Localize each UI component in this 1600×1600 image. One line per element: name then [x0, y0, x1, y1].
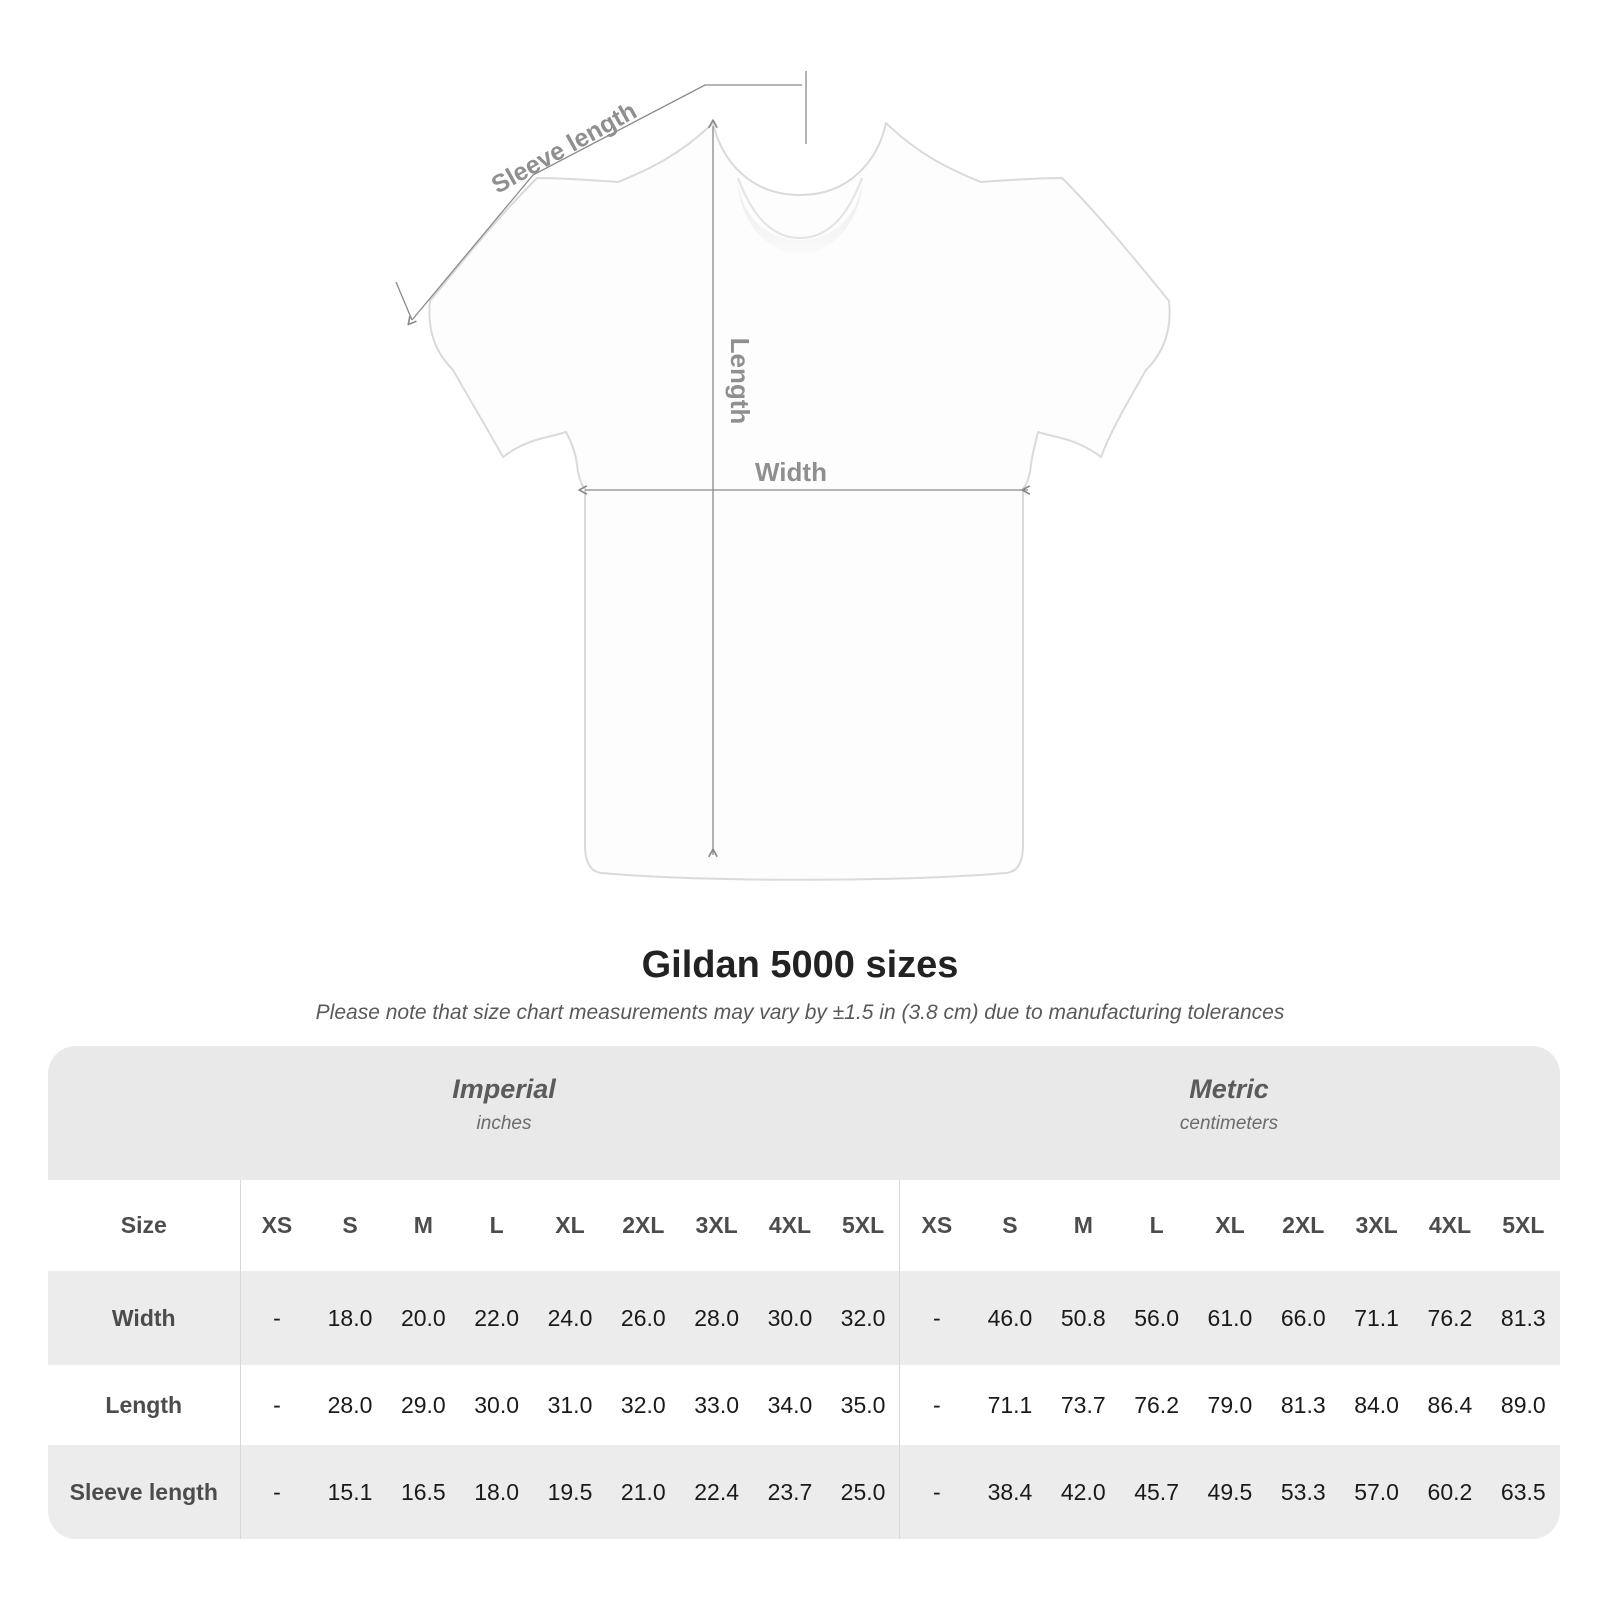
svg-text:Length: Length — [725, 338, 755, 425]
svg-text:Sleeve length: Sleeve length — [487, 97, 642, 200]
svg-text:Width: Width — [755, 457, 827, 487]
